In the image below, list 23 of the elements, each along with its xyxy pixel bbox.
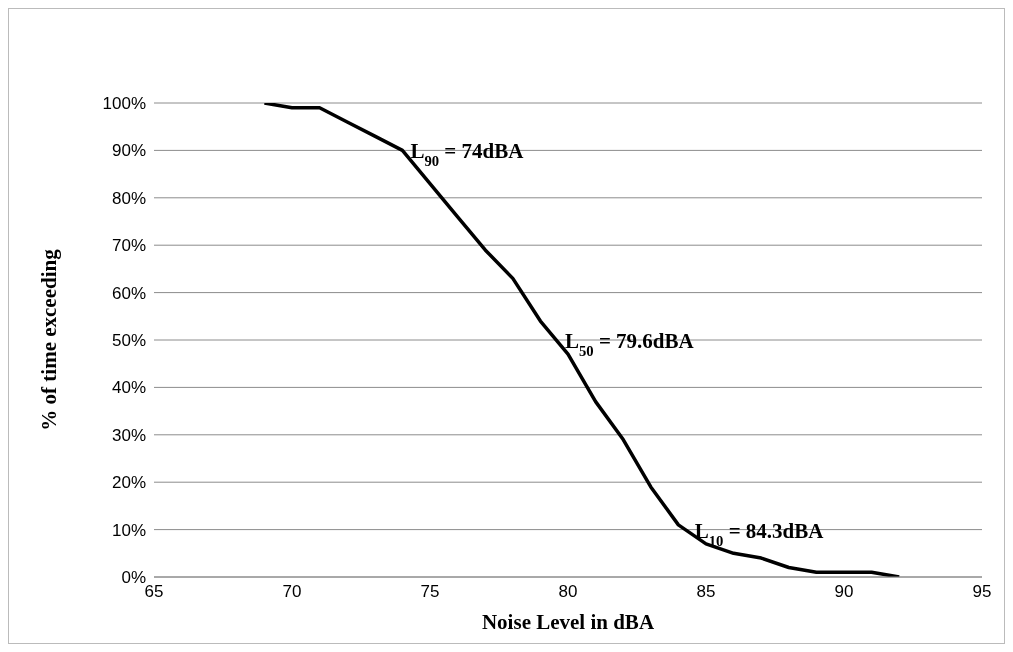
x-tick-label: 85: [696, 582, 716, 602]
x-tick-label: 80: [558, 582, 578, 602]
x-tick-label: 70: [282, 582, 302, 602]
y-tick-label: 0%: [121, 568, 146, 588]
annotation: L$_{50}$ = 79.6dBA: [564, 329, 695, 359]
y-tick-label: 20%: [111, 473, 146, 493]
y-tick-label: 100%: [102, 94, 146, 114]
y-tick-label: 70%: [111, 236, 146, 256]
x-tick-label: 90: [834, 582, 854, 602]
annotation: L$_{90}$ = 74dBA: [410, 139, 525, 170]
y-tick-label: 40%: [111, 378, 146, 398]
x-tick-label: 75: [420, 582, 440, 602]
y-tick-label: 90%: [111, 141, 146, 161]
y-axis-title: % of time exceeding: [37, 248, 62, 431]
y-tick-label: 50%: [111, 331, 146, 351]
x-axis-title: Noise Level in dBA: [481, 610, 655, 634]
line-series: [262, 103, 901, 577]
y-tick-label: 80%: [111, 188, 146, 208]
y-tick-label: 60%: [111, 283, 146, 303]
x-tick-label: 95: [972, 582, 992, 602]
x-tick-label: 65: [144, 582, 164, 602]
y-tick-label: 30%: [111, 425, 146, 445]
y-tick-label: 10%: [111, 520, 146, 540]
